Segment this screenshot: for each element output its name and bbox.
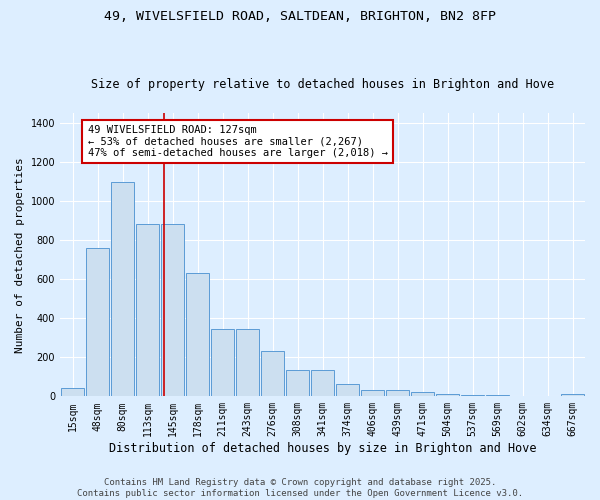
Bar	[560, 394, 584, 396]
Text: 49 WIVELSFIELD ROAD: 127sqm
← 53% of detached houses are smaller (2,267)
47% of : 49 WIVELSFIELD ROAD: 127sqm ← 53% of det…	[88, 124, 388, 158]
Bar	[185, 273, 209, 396]
Bar	[236, 329, 259, 396]
Bar	[311, 370, 334, 396]
Bar	[86, 248, 109, 396]
Bar	[410, 392, 434, 396]
X-axis label: Distribution of detached houses by size in Brighton and Hove: Distribution of detached houses by size …	[109, 442, 536, 455]
Bar	[286, 370, 310, 396]
Bar	[335, 384, 359, 396]
Bar	[161, 224, 184, 396]
Bar	[110, 182, 134, 396]
Bar	[211, 329, 235, 396]
Bar	[136, 224, 160, 396]
Bar	[260, 352, 284, 397]
Title: Size of property relative to detached houses in Brighton and Hove: Size of property relative to detached ho…	[91, 78, 554, 91]
Bar	[361, 390, 385, 396]
Text: Contains HM Land Registry data © Crown copyright and database right 2025.
Contai: Contains HM Land Registry data © Crown c…	[77, 478, 523, 498]
Y-axis label: Number of detached properties: Number of detached properties	[15, 157, 25, 352]
Bar	[61, 388, 85, 396]
Text: 49, WIVELSFIELD ROAD, SALTDEAN, BRIGHTON, BN2 8FP: 49, WIVELSFIELD ROAD, SALTDEAN, BRIGHTON…	[104, 10, 496, 23]
Bar	[436, 394, 460, 396]
Bar	[386, 390, 409, 396]
